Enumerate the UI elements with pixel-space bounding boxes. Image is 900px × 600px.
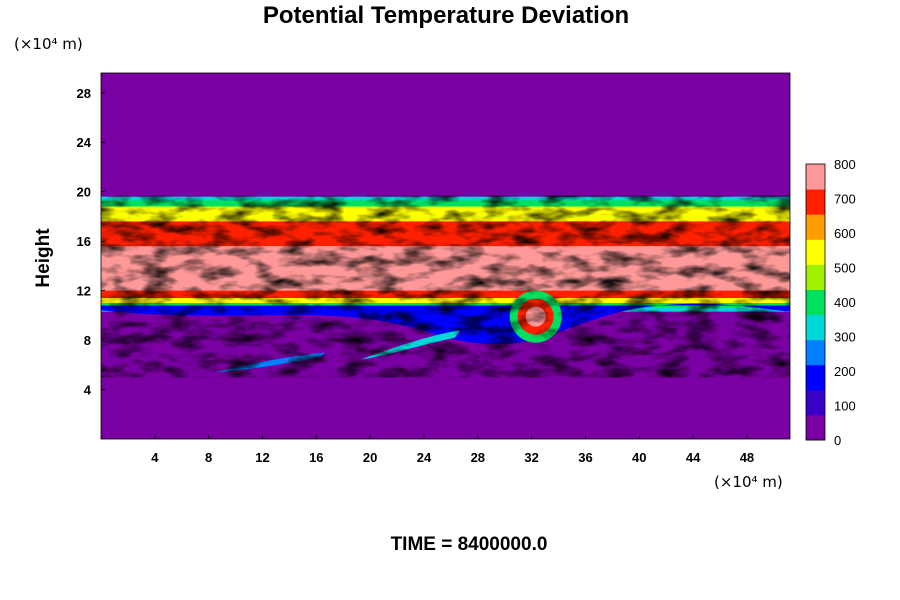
colorbar-tick-label: 300 — [834, 330, 856, 345]
colorbar-segment — [806, 189, 825, 215]
colorbar-tick-label: 200 — [834, 364, 856, 379]
colorbar-frame — [805, 163, 826, 441]
y-unit-label: (×10⁴ m) — [14, 35, 83, 53]
field-top-background — [101, 73, 790, 196]
plot-area — [101, 73, 790, 439]
x-axis-ticks: 4 8 12 16 20 24 28 32 36 40 44 48 — [151, 435, 754, 465]
y-axis-ticks: 4 8 12 16 20 24 28 — [77, 86, 105, 398]
colorbar-tick-label: 100 — [834, 399, 856, 414]
x-tick-label: 8 — [205, 450, 212, 465]
colorbar-segment — [806, 389, 825, 416]
x-tick-label: 12 — [255, 450, 269, 465]
time-label: TIME = 8400000.0 — [391, 534, 548, 555]
colorbar — [805, 163, 826, 441]
x-tick-label: 16 — [309, 450, 323, 465]
field-turbulence — [101, 194, 790, 378]
y-tick-label: 20 — [77, 185, 91, 200]
colorbar-ticks: 0 100 200 300 400 500 600 700 800 — [834, 157, 856, 448]
plot-frame — [100, 72, 791, 440]
colorbar-segment — [806, 214, 825, 240]
x-tick-label: 24 — [417, 450, 432, 465]
x-tick-label: 40 — [632, 450, 646, 465]
colorbar-segment — [806, 289, 825, 316]
y-tick-label: 4 — [84, 383, 92, 398]
y-tick-label: 8 — [84, 333, 91, 348]
colorbar-tick-label: 400 — [834, 295, 856, 310]
x-tick-label: 32 — [524, 450, 538, 465]
y-tick-label: 24 — [77, 135, 92, 150]
colorbar-tick-label: 700 — [834, 192, 856, 207]
y-tick-label: 16 — [77, 234, 91, 249]
x-unit-label: (×10⁴ m) — [714, 473, 783, 491]
colorbar-segment — [806, 414, 825, 441]
y-axis-label: Height — [33, 228, 54, 288]
colorbar-segment — [806, 264, 825, 290]
colorbar-tick-label: 500 — [834, 261, 856, 276]
colorbar-tick-label: 0 — [834, 433, 841, 448]
x-tick-label: 44 — [686, 450, 701, 465]
colorbar-segment — [806, 339, 825, 366]
colorbar-segment — [806, 364, 825, 391]
y-tick-label: 28 — [77, 86, 91, 101]
x-tick-label: 20 — [363, 450, 377, 465]
colorbar-segment — [806, 314, 825, 341]
x-tick-label: 28 — [471, 450, 485, 465]
x-tick-label: 48 — [740, 450, 754, 465]
colorbar-tick-label: 800 — [834, 157, 856, 172]
x-tick-label: 4 — [151, 450, 159, 465]
chart-title: Potential Temperature Deviation — [263, 2, 629, 29]
colorbar-segment — [806, 239, 825, 265]
colorbar-segment — [806, 164, 825, 190]
heatmap-field — [101, 73, 790, 378]
x-tick-label: 36 — [578, 450, 592, 465]
y-tick-label: 12 — [77, 284, 91, 299]
colorbar-tick-label: 600 — [834, 226, 856, 241]
